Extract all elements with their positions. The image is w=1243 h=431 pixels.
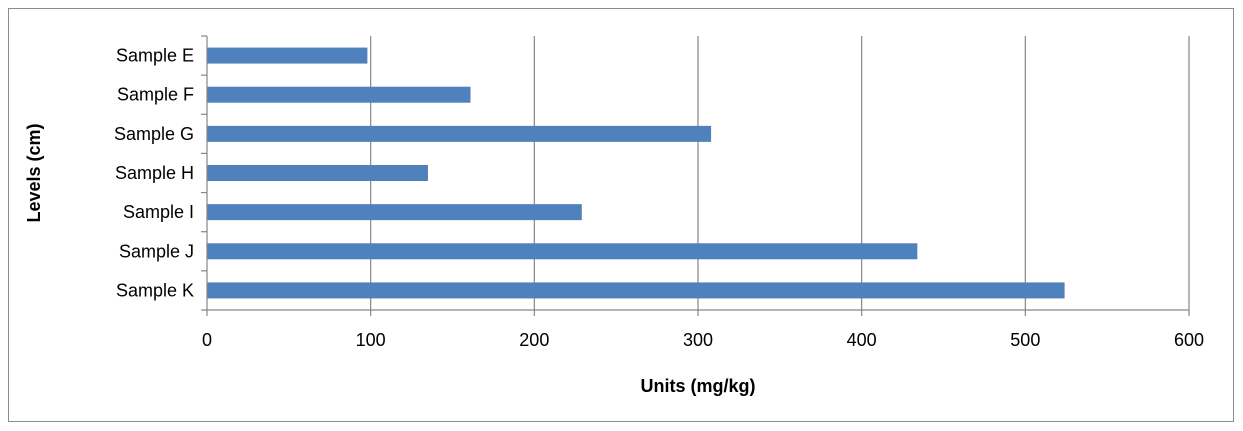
y-tick-label: Sample K: [116, 280, 194, 300]
gridlines: [370, 36, 1190, 310]
tick-labels: 0 100 200 300 400 500 600 Sample E Sample F Sampl…: [114, 46, 1204, 350]
x-tick-label: 300: [683, 330, 713, 350]
bar-sample-i: [207, 204, 582, 221]
y-tick-label: Sample E: [116, 46, 194, 66]
x-tick-label: 400: [847, 330, 877, 350]
bar-sample-k: [207, 282, 1065, 299]
bar-sample-h: [207, 165, 428, 181]
bar-sample-j: [207, 243, 918, 260]
y-tick-label: Sample F: [117, 85, 194, 105]
x-tick-label: 0: [202, 330, 212, 350]
bars: [207, 47, 1065, 299]
y-tick-label: Sample H: [115, 163, 194, 183]
x-tick-label: 100: [356, 330, 386, 350]
x-tick-label: 200: [519, 330, 549, 350]
x-axis-title: Units (mg/kg): [641, 376, 756, 396]
bar-sample-e: [207, 47, 368, 64]
bar-sample-f: [207, 86, 471, 103]
x-tick-label: 600: [1174, 330, 1204, 350]
y-tick-label: Sample J: [119, 241, 194, 261]
y-tick-label: Sample G: [114, 124, 194, 144]
bar-sample-g: [207, 125, 712, 142]
y-tick-label: Sample I: [123, 202, 194, 222]
y-axis-title: Levels (cm): [24, 123, 44, 222]
x-tick-label: 500: [1010, 330, 1040, 350]
axes: [201, 35, 1190, 316]
